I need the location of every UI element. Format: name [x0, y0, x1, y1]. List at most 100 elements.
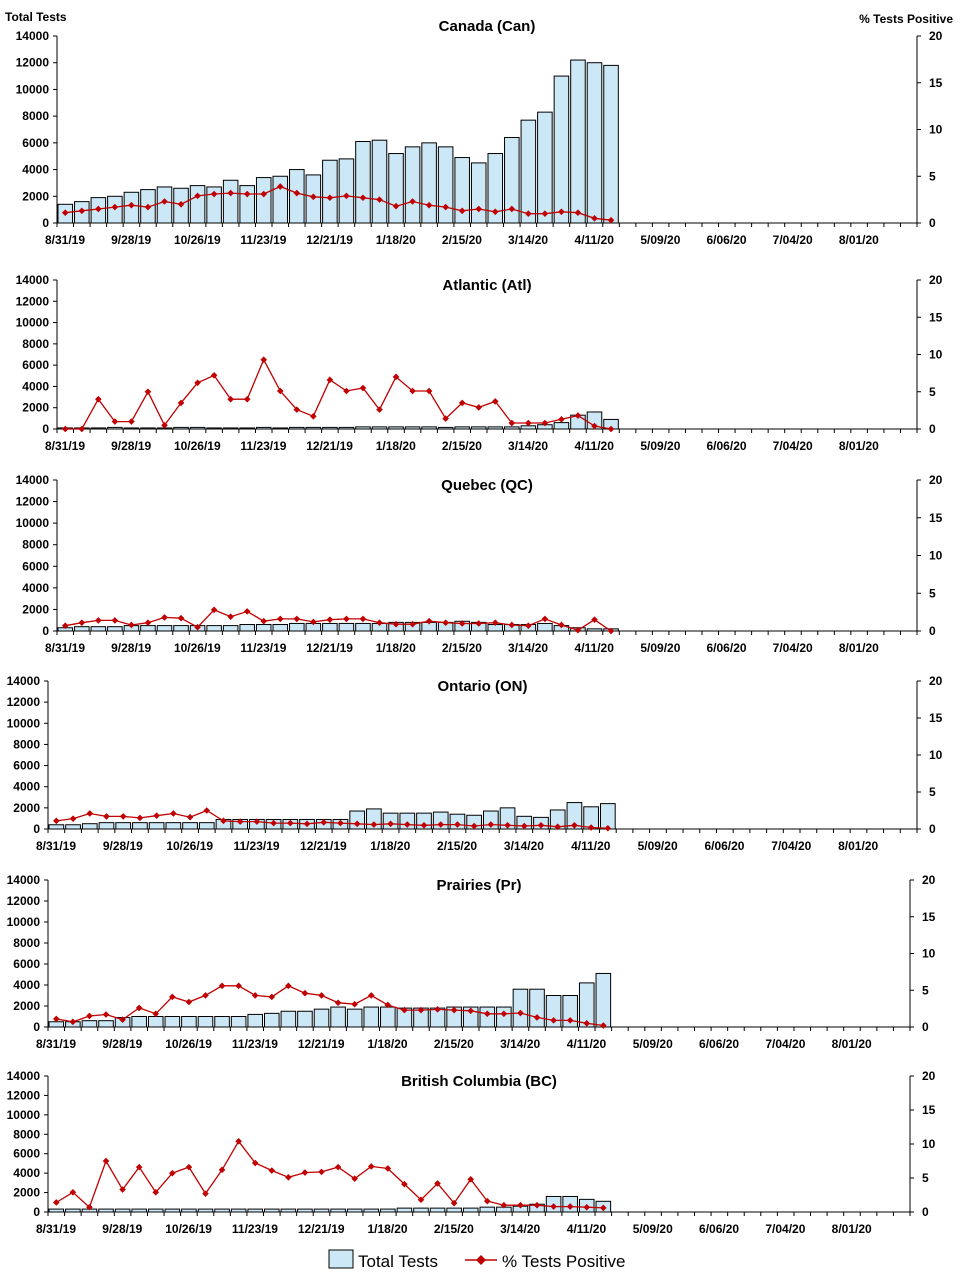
bar-total-tests [206, 625, 222, 632]
left-tick-label: 6000 [13, 759, 40, 773]
x-tick-label: 5/09/20 [640, 233, 680, 247]
pct-positive-point [177, 614, 185, 622]
panel-title: Canada (Can) [439, 18, 536, 35]
pct-positive-point [326, 376, 334, 384]
legend-bar-swatch [328, 1249, 354, 1269]
pct-positive-point [591, 616, 598, 623]
bar-total-tests [289, 622, 305, 632]
x-tick-label: 10/26/19 [165, 1222, 212, 1236]
pct-positive-point [491, 398, 499, 405]
pct-positive-point [218, 1166, 226, 1174]
x-tick-label: 6/06/20 [707, 641, 747, 655]
pct-positive-point [450, 1199, 458, 1207]
pct-positive-point [442, 203, 449, 211]
pct-positive-point [384, 1001, 392, 1009]
pct-positive-point [243, 190, 251, 198]
left-tick-label: 10000 [7, 915, 41, 929]
left-tick-label: 4000 [13, 978, 40, 992]
pct-positive-point [376, 619, 383, 626]
pct-positive-point [276, 615, 284, 623]
pct-positive-point [367, 992, 375, 999]
left-tick-label: 0 [42, 216, 49, 230]
pct-positive-point [194, 379, 201, 387]
right-tick-label: 15 [922, 1103, 936, 1117]
pct-positive-point [102, 1157, 110, 1165]
pct-positive-point [392, 620, 400, 628]
bar-total-tests [81, 1020, 98, 1028]
bar-total-tests [222, 625, 239, 632]
left-tick-label: 6000 [13, 957, 40, 971]
bar-total-tests [520, 119, 537, 224]
pct-positive-point [111, 617, 119, 624]
pct-positive-point [566, 1203, 574, 1210]
pct-positive-point [583, 1020, 591, 1027]
pct-positive-point [243, 608, 251, 615]
pct-positive-point [293, 615, 301, 623]
right-tick-label: 10 [929, 123, 943, 137]
legend-line-marker [476, 1255, 486, 1265]
x-tick-label: 11/23/19 [240, 439, 286, 453]
pct-positive-point [86, 1203, 93, 1211]
right-tick-label: 10 [922, 947, 936, 961]
pct-positive-point [161, 198, 168, 205]
pct-positive-point [268, 1167, 276, 1174]
pct-positive-point [483, 1197, 491, 1205]
pct-positive-point [153, 812, 160, 819]
x-tick-label: 6/06/20 [699, 1037, 739, 1051]
pct-positive-point [491, 208, 499, 216]
left-tick-label: 8000 [13, 1127, 40, 1141]
pct-positive-point [194, 623, 201, 631]
panel-title: Atlantic (Atl) [442, 277, 531, 294]
x-tick-label: 8/01/20 [839, 641, 879, 655]
pct-positive-point [604, 824, 612, 832]
pct-positive-point [434, 1006, 441, 1013]
bar-total-tests [470, 162, 487, 224]
bar-total-tests [479, 1206, 496, 1213]
pct-positive-point [508, 621, 516, 629]
pct-positive-point [550, 1017, 557, 1024]
bar-total-tests [553, 75, 570, 224]
pct-positive-point [177, 399, 185, 407]
pct-positive-point [210, 606, 218, 614]
pct-positive-point [550, 1203, 557, 1210]
pct-positive-point [541, 615, 549, 623]
panel-4: Ontario (ON) 0 2000 4000 6000 8000 10000 12000 1… [7, 674, 943, 853]
pct-positive-point [69, 1188, 77, 1196]
bar-total-tests [131, 1016, 147, 1028]
left-tick-label: 10000 [16, 82, 50, 96]
left-tick-label: 12000 [7, 695, 41, 709]
pct-positive-point [326, 194, 334, 202]
bar-total-tests [371, 139, 388, 224]
bar-total-tests [462, 1207, 479, 1213]
x-tick-label: 8/31/19 [45, 641, 85, 655]
pct-positive-point [533, 1201, 541, 1209]
pct-positive-point [202, 992, 209, 999]
right-tick-label: 5 [929, 586, 936, 600]
x-tick-label: 12/21/19 [298, 1037, 345, 1051]
left-tick-label: 4000 [13, 780, 40, 794]
pct-positive-point [285, 982, 292, 990]
x-tick-label: 12/21/19 [306, 641, 353, 655]
x-tick-label: 9/28/19 [103, 839, 143, 853]
right-tick-label: 0 [929, 422, 936, 436]
pct-positive-point [128, 201, 135, 209]
bar-total-tests [107, 626, 123, 632]
right-tick-label: 5 [922, 983, 929, 997]
x-tick-label: 4/11/20 [575, 641, 615, 655]
left-tick-label: 2000 [22, 189, 49, 203]
pct-positive-point [334, 1163, 342, 1171]
pct-positive-point [61, 209, 69, 217]
right-tick-label: 15 [922, 910, 936, 924]
pct-positive-point [119, 1186, 126, 1193]
bar-total-tests [570, 59, 586, 224]
pct-positive-point [537, 822, 545, 829]
pct-positive-point [287, 819, 294, 827]
left-tick-label: 8000 [13, 936, 40, 950]
bar-total-tests [586, 62, 603, 224]
pct-positive-point [384, 1165, 392, 1172]
panel-6: British Columbia (BC) 0 2000 4000 6000 8000 10… [7, 1069, 936, 1236]
bar-total-tests [263, 1012, 280, 1028]
x-tick-label: 4/11/20 [571, 839, 611, 853]
x-tick-label: 9/28/19 [111, 641, 151, 655]
pct-positive-point [61, 622, 69, 630]
